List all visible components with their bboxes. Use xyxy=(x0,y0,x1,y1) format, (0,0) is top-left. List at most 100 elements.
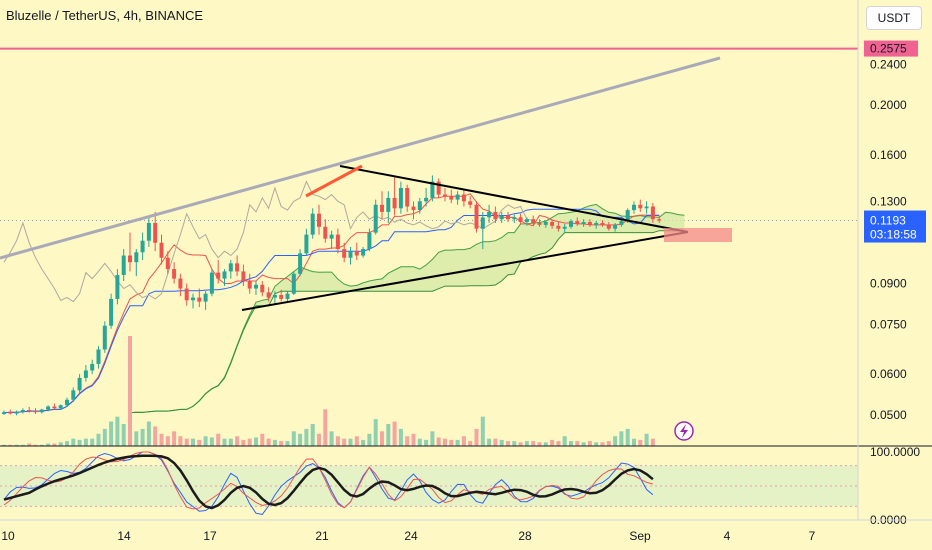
candle-body xyxy=(165,257,170,270)
candle-body xyxy=(304,234,309,254)
ascending-trendline xyxy=(0,56,721,260)
candle-body xyxy=(83,370,88,378)
candle-body xyxy=(71,390,76,400)
resistance-badge-bg xyxy=(864,40,918,57)
volume-bar xyxy=(235,436,240,446)
candle-body xyxy=(367,232,372,250)
volume-bar xyxy=(493,438,498,446)
volume-bar xyxy=(298,433,303,446)
volume-bar xyxy=(468,441,473,446)
volume-bar xyxy=(499,439,504,446)
volume-bar xyxy=(354,436,359,446)
candle-body xyxy=(632,204,636,211)
drawings[interactable] xyxy=(0,56,732,441)
candle-body xyxy=(380,204,384,212)
x-tick-label: 21 xyxy=(315,529,329,543)
candle-body xyxy=(102,325,107,350)
candle-body xyxy=(650,206,655,220)
currency-button[interactable]: USDT xyxy=(866,6,922,30)
candle-body xyxy=(600,222,605,225)
volume-bar xyxy=(254,437,258,446)
volume-bar xyxy=(71,438,76,446)
volume-bars xyxy=(2,336,655,446)
candle-body xyxy=(335,234,340,250)
stoch-d-line xyxy=(3,451,654,510)
y-tick-label: 0.2400 xyxy=(870,57,907,71)
countdown-label: 03:18:58 xyxy=(870,228,917,242)
candle-body xyxy=(146,222,151,241)
volume-bar xyxy=(90,438,95,446)
candle-body xyxy=(140,240,145,253)
volume-bar xyxy=(398,428,403,446)
volume-bar xyxy=(619,431,624,446)
volume-bar xyxy=(543,442,548,446)
candle-body xyxy=(373,204,378,233)
candle-body xyxy=(279,294,284,299)
candle-body xyxy=(487,211,492,218)
candle-body xyxy=(468,201,473,205)
candle-body xyxy=(556,225,561,229)
volume-bar xyxy=(367,433,372,446)
candle-body xyxy=(613,224,618,229)
volume-bar xyxy=(241,439,246,446)
volume-bar xyxy=(65,441,69,446)
candle-body xyxy=(222,271,227,279)
volume-bar xyxy=(279,441,284,446)
volume-bar xyxy=(203,436,208,446)
volume-bar xyxy=(153,426,158,446)
candle-body xyxy=(260,284,265,293)
x-tick-label: 14 xyxy=(117,529,131,543)
candle-body xyxy=(569,221,573,227)
volume-bar xyxy=(191,438,195,446)
volume-bar xyxy=(569,441,573,446)
candle-body xyxy=(405,187,410,207)
volume-bar xyxy=(487,438,492,446)
volume-bar xyxy=(531,441,536,446)
candle-body xyxy=(115,274,120,299)
stoch-upper-label: 100.0000 xyxy=(870,445,920,459)
candle-body xyxy=(184,288,189,301)
volume-bar xyxy=(455,439,460,446)
candle-body xyxy=(52,406,57,409)
candle-body xyxy=(254,284,258,289)
candle-body xyxy=(128,255,132,263)
candle-body xyxy=(46,406,51,410)
volume-bar xyxy=(329,431,334,446)
triangle-lower-line xyxy=(241,231,689,311)
y-tick-label: 0.0750 xyxy=(870,317,907,331)
volume-bar xyxy=(102,428,107,446)
current-badge-bg xyxy=(864,210,926,243)
volume-bar xyxy=(537,442,542,446)
cloud-fill xyxy=(130,204,685,413)
candle-body xyxy=(247,281,252,289)
candle-body xyxy=(480,217,485,229)
volume-bar xyxy=(417,438,422,446)
volume-bar xyxy=(650,438,655,446)
volume-bar xyxy=(644,433,649,446)
volume-bar xyxy=(77,439,82,446)
volume-bar xyxy=(8,444,13,446)
volume-bar xyxy=(134,431,139,446)
candle-body xyxy=(20,410,25,412)
candle-body xyxy=(449,196,454,200)
candle-body xyxy=(216,272,221,279)
candle-body xyxy=(562,226,567,229)
volume-bar xyxy=(128,336,132,446)
volume-bar xyxy=(96,433,101,446)
y-tick-label: 0.0500 xyxy=(870,408,907,422)
candle-body xyxy=(310,213,315,235)
candle-body xyxy=(524,219,529,223)
volume-bar xyxy=(430,431,435,446)
volume-bar xyxy=(392,421,397,446)
candle-body xyxy=(506,215,510,220)
volume-bar xyxy=(165,436,170,446)
candle-body xyxy=(657,219,662,221)
candle-body xyxy=(33,410,38,413)
volume-bar xyxy=(506,441,510,446)
candle-body xyxy=(392,197,397,209)
volume-bar xyxy=(638,439,643,446)
volume-bar xyxy=(373,419,378,446)
candle-body xyxy=(619,221,624,225)
volume-bar xyxy=(512,441,517,446)
